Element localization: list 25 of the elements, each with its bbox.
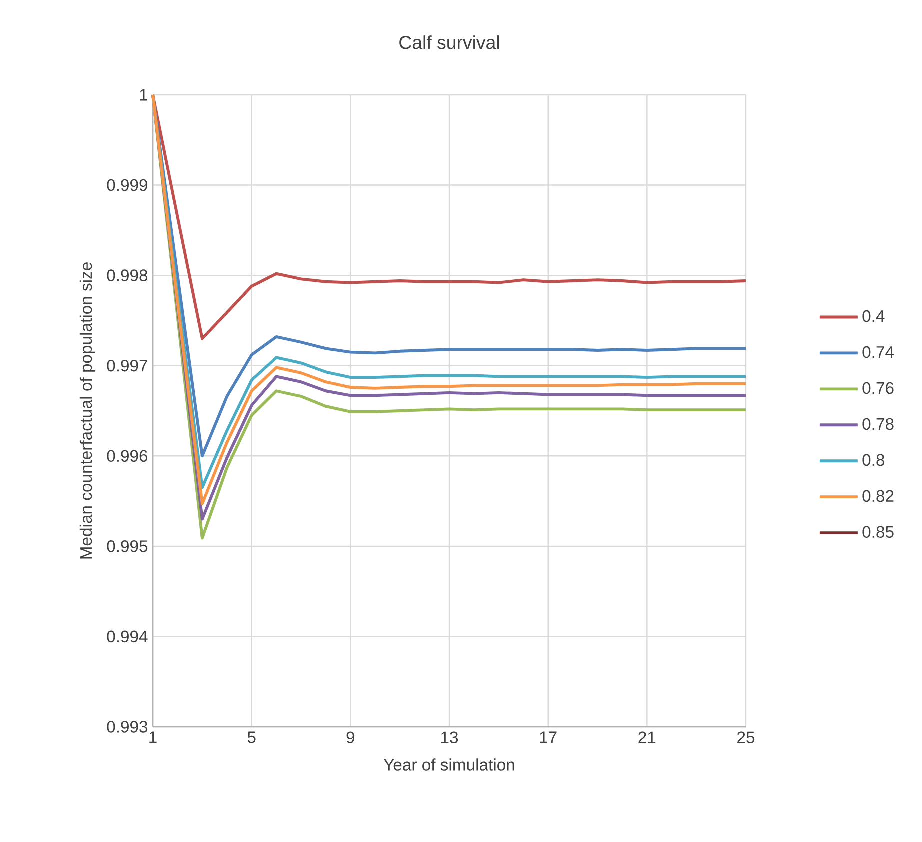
x-tick-label: 17 xyxy=(540,732,557,744)
y-tick-label: 1 xyxy=(140,89,148,101)
x-tick-label: 5 xyxy=(248,732,256,744)
legend-label: 0.74 xyxy=(862,346,894,358)
legend-label: 0.8 xyxy=(862,454,885,466)
x-tick-label: 21 xyxy=(638,732,656,744)
x-tick-label: 9 xyxy=(346,732,355,744)
legend-label: 0.4 xyxy=(862,310,885,322)
x-tick-label: 13 xyxy=(442,732,458,744)
y-tick-label: 0.999 xyxy=(107,179,148,192)
y-tick-label: 0.996 xyxy=(107,450,148,462)
y-tick-label: 0.997 xyxy=(107,360,148,372)
legend-label: 0.85 xyxy=(862,526,894,538)
y-tick-label: 0.995 xyxy=(107,540,148,552)
legend-label: 0.78 xyxy=(862,418,894,430)
y-tick-label: 0.993 xyxy=(107,721,148,733)
x-axis-title: Year of simulation xyxy=(384,758,514,771)
x-tick-label: 25 xyxy=(738,732,755,744)
legend-label: 0.82 xyxy=(862,490,894,502)
legend-label: 0.76 xyxy=(862,382,894,394)
y-axis-title: Median counterfactual of population size xyxy=(80,262,96,559)
y-tick-label: 0.998 xyxy=(107,270,148,282)
chart-title: Calf survival xyxy=(400,36,500,50)
x-tick-label: 1 xyxy=(150,732,157,744)
y-tick-label: 0.994 xyxy=(107,630,148,643)
